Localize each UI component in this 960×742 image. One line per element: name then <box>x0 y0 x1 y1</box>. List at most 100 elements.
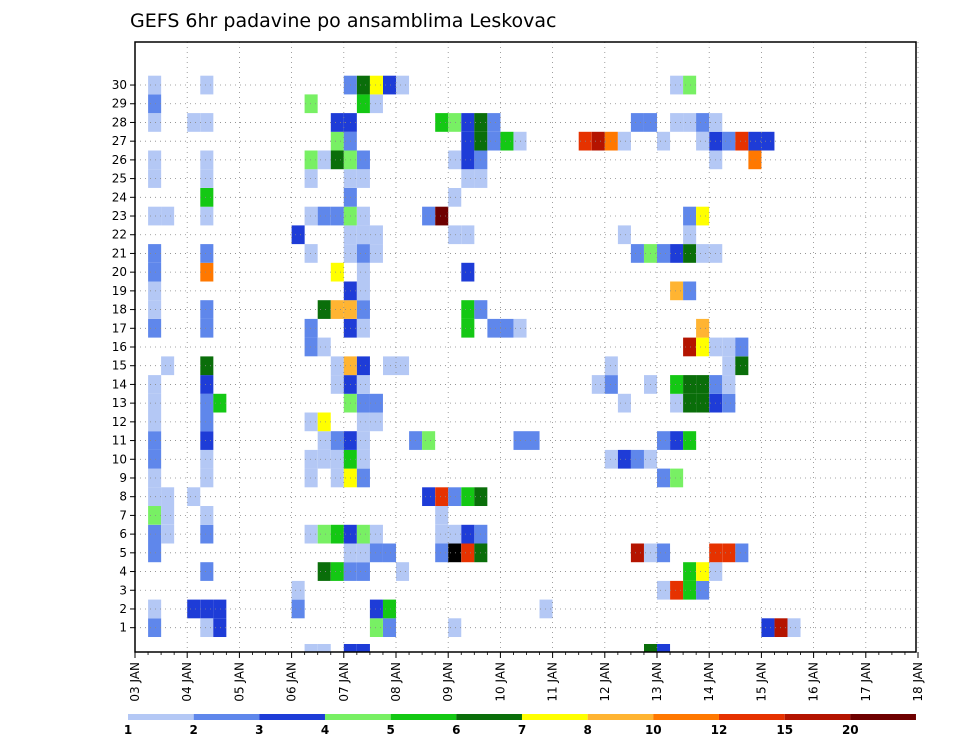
heatmap-cell <box>696 131 710 151</box>
heatmap-cell <box>461 543 475 563</box>
y-tick-label: 19 <box>112 284 127 298</box>
heatmap-cell <box>343 644 357 652</box>
heatmap-cell <box>435 487 449 507</box>
heatmap-cell <box>383 543 397 563</box>
heatmap-cell <box>148 393 162 413</box>
heatmap-cell <box>148 431 162 450</box>
heatmap-cell <box>161 206 175 226</box>
colorbar-label: 4 <box>321 723 329 737</box>
heatmap-cell <box>304 206 318 226</box>
y-tick-label: 2 <box>119 602 127 616</box>
y-tick-label: 17 <box>112 321 127 335</box>
heatmap-cell <box>200 150 214 170</box>
heatmap-cell <box>317 449 331 469</box>
heatmap-cell <box>356 150 370 170</box>
heatmap-cell <box>291 599 305 619</box>
heatmap-cell <box>356 543 370 563</box>
x-tick-label: 16 JAN <box>807 662 821 702</box>
heatmap-cell <box>200 468 214 488</box>
heatmap-cell <box>330 262 344 282</box>
heatmap-cell <box>396 75 410 95</box>
heatmap-cell <box>683 375 697 394</box>
heatmap-cell <box>670 468 684 488</box>
heatmap-cell <box>630 449 644 469</box>
heatmap-cell <box>148 618 162 638</box>
y-tick-label: 6 <box>119 527 127 541</box>
heatmap-cell <box>369 393 383 413</box>
heatmap-cell <box>722 393 736 413</box>
heatmap-cell <box>448 113 462 132</box>
heatmap-cell <box>161 524 175 544</box>
colorbar-segment <box>784 714 851 720</box>
heatmap-cell <box>304 150 318 170</box>
heatmap-cell <box>591 131 605 151</box>
heatmap-cell <box>735 131 749 151</box>
heatmap-cell <box>683 580 697 600</box>
heatmap-cell <box>383 599 397 619</box>
heatmap-cell <box>670 431 684 450</box>
heatmap-cell <box>696 393 710 413</box>
heatmap-cell <box>200 75 214 95</box>
heatmap-cell <box>304 524 318 544</box>
heatmap-cell <box>356 75 370 95</box>
heatmap-cell <box>330 300 344 319</box>
heatmap-cell <box>148 468 162 488</box>
heatmap-cell <box>200 412 214 432</box>
heatmap-cell <box>369 75 383 95</box>
cells-layer <box>148 75 801 652</box>
heatmap-cell <box>148 318 162 338</box>
x-tick-label: 18 JAN <box>911 662 925 702</box>
heatmap-cell <box>356 262 370 282</box>
heatmap-cell <box>774 618 788 638</box>
heatmap-cell <box>317 412 331 432</box>
heatmap-cell <box>200 262 214 282</box>
heatmap-cell <box>200 375 214 394</box>
heatmap-cell <box>200 356 214 376</box>
heatmap-cell <box>369 225 383 245</box>
heatmap-cell <box>435 113 449 132</box>
heatmap-cell <box>304 318 318 338</box>
colorbar-segment <box>456 714 522 720</box>
y-tick-label: 27 <box>112 134 127 148</box>
colorbar-label: 15 <box>776 723 793 737</box>
heatmap-cell <box>304 244 318 263</box>
heatmap-cell <box>683 113 697 132</box>
heatmap-cell <box>200 318 214 338</box>
heatmap-cell <box>317 644 331 652</box>
heatmap-cell <box>330 150 344 170</box>
heatmap-cell <box>369 543 383 563</box>
heatmap-cell <box>487 113 501 132</box>
heatmap-cell <box>213 599 227 619</box>
heatmap-cell <box>526 431 540 450</box>
heatmap-cell <box>683 281 697 301</box>
heatmap-cell <box>487 131 501 151</box>
y-tick-label: 1 <box>119 621 127 635</box>
heatmap-cell <box>696 113 710 132</box>
heatmap-cell <box>369 599 383 619</box>
heatmap-cell <box>448 524 462 544</box>
heatmap-cell <box>187 599 201 619</box>
x-tick-label: 04 JAN <box>180 662 194 702</box>
x-tick-label: 15 JAN <box>754 662 768 702</box>
heatmap-cell <box>200 562 214 581</box>
heatmap-cell <box>591 375 605 394</box>
heatmap-cell <box>670 244 684 263</box>
heatmap-cell <box>448 150 462 170</box>
heatmap-cell <box>422 487 436 507</box>
x-tick-label: 13 JAN <box>650 662 664 702</box>
heatmap-cell <box>356 318 370 338</box>
heatmap-cell <box>213 393 227 413</box>
colorbar-label: 2 <box>190 723 198 737</box>
heatmap-cell <box>356 468 370 488</box>
heatmap-cell <box>396 356 410 376</box>
colorbar-label: 20 <box>842 723 859 737</box>
heatmap-cell <box>683 206 697 226</box>
heatmap-cell <box>461 300 475 319</box>
y-tick-label: 25 <box>112 172 127 186</box>
heatmap-cell <box>683 431 697 450</box>
colorbar-segment <box>128 714 194 720</box>
heatmap-cell <box>500 131 514 151</box>
heatmap-cell <box>696 244 710 263</box>
heatmap-cell <box>461 169 475 188</box>
heatmap-cell <box>461 113 475 132</box>
